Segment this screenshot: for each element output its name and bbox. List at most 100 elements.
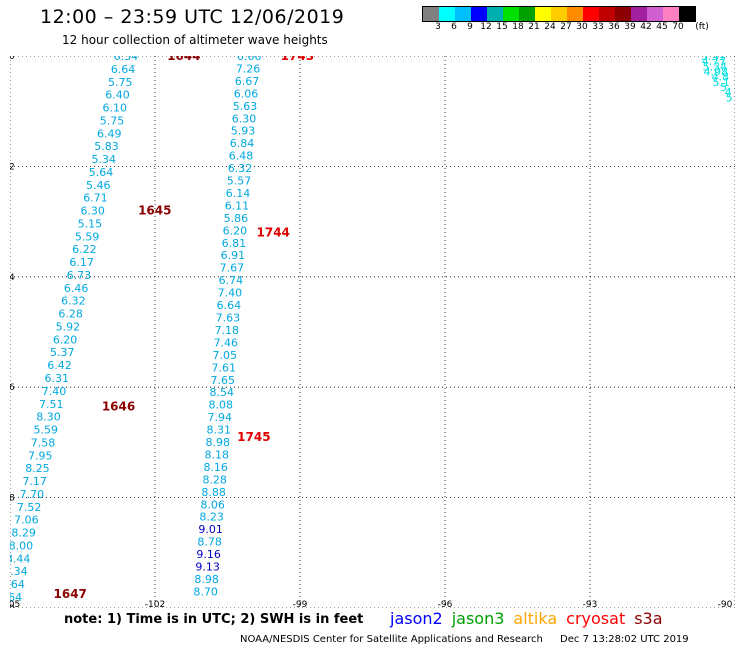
footer-date: Dec 7 13:28:02 UTC 2019 bbox=[560, 634, 689, 645]
swh-value: 8.16 bbox=[203, 461, 228, 474]
altimeter-tracks: 6.346.645.756.406.105.756.495.835.345.64… bbox=[10, 56, 733, 604]
swh-value: 6.67 bbox=[235, 75, 260, 88]
swh-value: 5.51 bbox=[701, 56, 726, 63]
lat-tick-label: -10 bbox=[10, 56, 15, 62]
swh-value: 5.1 bbox=[712, 76, 730, 89]
lat-tick-label: -20 bbox=[10, 604, 15, 608]
colorbar-label: 70 bbox=[672, 22, 684, 32]
satellite-legend-altika: altika bbox=[513, 609, 558, 628]
colorbar-label: 15 bbox=[496, 22, 508, 32]
time-label: 1744 bbox=[257, 226, 290, 240]
swh-value: 5 bbox=[726, 91, 733, 104]
swh-value: 6.40 bbox=[105, 89, 130, 102]
wave-height-map: 6.346.645.756.406.105.756.495.835.345.64… bbox=[10, 56, 735, 608]
lat-tick-label: -12 bbox=[10, 162, 15, 172]
swh-value: 5.37 bbox=[50, 346, 75, 359]
swh-value: 6.20 bbox=[223, 224, 248, 237]
swh-value: 8.44 bbox=[10, 552, 30, 565]
colorbar-swatch bbox=[487, 7, 503, 21]
swh-value: 8.31 bbox=[206, 424, 231, 437]
swh-value: 6.31 bbox=[45, 372, 70, 385]
satellite-legend-jason2: jason2 bbox=[390, 609, 443, 628]
colorbar-label: 18 bbox=[512, 22, 524, 32]
swh-value: 6.49 bbox=[97, 127, 122, 140]
swh-value: 5.59 bbox=[33, 424, 58, 437]
swh-value: 7.70 bbox=[20, 488, 45, 501]
swh-value: 7.40 bbox=[218, 287, 243, 300]
time-label: 1646 bbox=[102, 400, 135, 414]
colorbar-label: 33 bbox=[592, 22, 604, 32]
swh-value: 8.64 bbox=[10, 578, 25, 591]
swh-value: 9.16 bbox=[196, 548, 221, 561]
lat-tick-label: -14 bbox=[10, 273, 15, 283]
swh-value: 7.63 bbox=[216, 311, 241, 324]
swh-value: 4.8 bbox=[711, 71, 729, 84]
swh-value: 7.65 bbox=[211, 374, 236, 387]
lat-tick-label: -16 bbox=[10, 383, 15, 393]
colorbar-label: 6 bbox=[451, 22, 457, 32]
colorbar-label: 42 bbox=[640, 22, 652, 32]
map-title: 12:00 – 23:59 UTC 12/06/2019 bbox=[40, 6, 345, 28]
swh-value: 6.91 bbox=[221, 249, 246, 262]
swh-value: 5.92 bbox=[56, 320, 81, 333]
swh-value: 7.94 bbox=[207, 411, 232, 424]
swh-value: 8.64 bbox=[10, 591, 22, 604]
colorbar-label: 39 bbox=[624, 22, 636, 32]
swh-value: 6.48 bbox=[229, 150, 254, 163]
swh-value: 5.15 bbox=[78, 217, 103, 230]
lat-tick-label: -18 bbox=[10, 494, 15, 504]
colorbar-label: 27 bbox=[560, 22, 572, 32]
swh-value: 8.70 bbox=[193, 585, 218, 598]
satellite-legend: jason2 jason3 altika cryosat s3a bbox=[390, 609, 672, 628]
swh-value: 5.46 bbox=[86, 179, 111, 192]
swh-value: 4 bbox=[725, 86, 732, 99]
swh-value: 6.30 bbox=[80, 205, 105, 218]
swh-value: 6.11 bbox=[225, 199, 250, 212]
colorbar-swatch bbox=[567, 7, 583, 21]
satellite-legend-jason3: jason3 bbox=[451, 609, 505, 628]
swh-value: 4.77 bbox=[702, 56, 727, 68]
swh-value: 7.67 bbox=[220, 262, 245, 275]
altimeter-track: 6.346.645.756.406.105.756.495.835.345.64… bbox=[10, 56, 138, 604]
swh-value: 6.10 bbox=[103, 102, 128, 115]
time-label: 1645 bbox=[138, 204, 171, 218]
swh-value: 6.06 bbox=[234, 87, 259, 100]
swh-value: 8.25 bbox=[25, 462, 50, 475]
swh-value: 6.14 bbox=[226, 187, 251, 200]
colorbar-swatch bbox=[519, 7, 535, 21]
lon-tick-label: -102 bbox=[145, 600, 165, 608]
time-labels: 1644 1645 1646 1647 1743 1744 1745 bbox=[54, 56, 315, 601]
swh-value: 8.23 bbox=[199, 511, 224, 524]
swh-value: 7.61 bbox=[212, 361, 237, 374]
lon-tick-label: -96 bbox=[438, 600, 453, 608]
swh-value: 5.59 bbox=[75, 230, 100, 243]
colorbar-swatch bbox=[679, 7, 695, 21]
swh-value: 5.57 bbox=[227, 175, 252, 188]
swh-value: 5.75 bbox=[108, 76, 133, 89]
swh-value: 6.42 bbox=[47, 359, 72, 372]
colorbar-label: 24 bbox=[544, 22, 556, 32]
swh-value: 6.73 bbox=[67, 269, 92, 282]
colorbar-swatch bbox=[455, 7, 471, 21]
swh-value: 8.54 bbox=[210, 386, 235, 399]
swh-value: 6.64 bbox=[217, 299, 242, 312]
swh-value: 9.13 bbox=[195, 561, 220, 574]
colorbar-label: 3 bbox=[435, 22, 441, 32]
lon-tick-label: -99 bbox=[293, 600, 308, 608]
swh-value: 7.95 bbox=[28, 449, 53, 462]
swh-value: 7.46 bbox=[214, 336, 239, 349]
swh-value: 5.63 bbox=[233, 100, 258, 113]
swh-value: 6.64 bbox=[111, 63, 136, 76]
colorbar-swatch bbox=[503, 7, 519, 21]
swh-value: 6.28 bbox=[58, 308, 83, 321]
colorbar-label: 12 bbox=[480, 22, 492, 32]
swh-value: 8.00 bbox=[10, 539, 33, 552]
swh-value: 5.34 bbox=[91, 153, 116, 166]
time-label: 1644 bbox=[167, 56, 200, 63]
map-axes: -10 -12 -14 -16 -18 -20-105 -102 -99 -96 -93 -90 bbox=[10, 56, 733, 608]
colorbar-label: (ft) bbox=[695, 22, 709, 32]
swh-value: 5.93 bbox=[231, 125, 256, 138]
swh-value: 9.01 bbox=[198, 523, 223, 536]
swh-value: 6.66 bbox=[237, 56, 262, 63]
swh-value: 6.22 bbox=[72, 243, 97, 256]
